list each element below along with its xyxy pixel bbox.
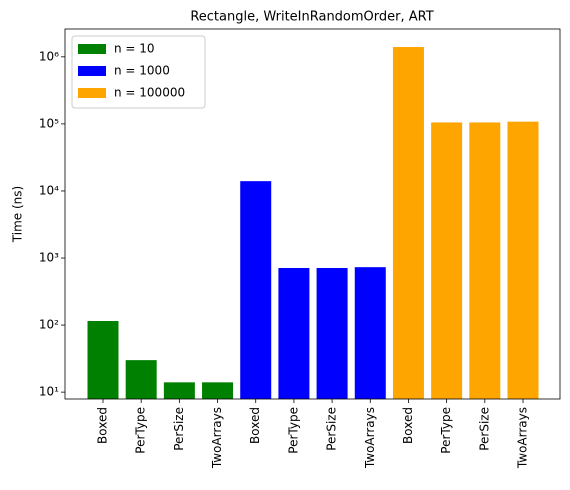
bar — [240, 181, 272, 399]
x-tick-label: TwoArrays — [363, 407, 377, 469]
y-tick-label: 10² — [39, 318, 59, 332]
bar — [125, 360, 157, 399]
bar — [392, 47, 424, 400]
x-tick-label: PerSize — [477, 407, 491, 451]
legend-swatch — [78, 88, 106, 98]
x-tick-label: PerType — [286, 407, 300, 454]
bar — [469, 122, 501, 399]
legend-swatch — [78, 44, 106, 54]
x-tick-label: PerType — [134, 407, 148, 454]
y-axis-label: Time (ns) — [11, 186, 25, 243]
legend-label: n = 1000 — [114, 64, 170, 78]
x-tick-label: TwoArrays — [516, 407, 530, 469]
y-tick-label: 10⁴ — [39, 183, 59, 197]
y-tick-label: 10⁵ — [39, 116, 59, 130]
x-tick-label: PerType — [439, 407, 453, 454]
bar — [202, 382, 234, 399]
plot-frame — [64, 28, 561, 400]
x-tick-label: PerSize — [172, 407, 186, 451]
legend-swatch — [78, 66, 106, 76]
bar — [163, 382, 195, 399]
y-tick-label: 10³ — [39, 251, 59, 265]
x-tick-label: PerSize — [325, 407, 339, 451]
bar — [431, 122, 463, 399]
x-tick-label: TwoArrays — [210, 407, 224, 469]
x-tick-label: Boxed — [248, 407, 262, 444]
x-tick-label: Boxed — [96, 407, 110, 444]
legend-label: n = 100000 — [114, 86, 185, 100]
bar — [354, 267, 386, 399]
chart-title: Rectangle, WriteInRandomOrder, ART — [190, 10, 433, 25]
y-tick-label: 10⁶ — [39, 49, 59, 63]
legend-label: n = 10 — [114, 42, 155, 56]
y-tick-label: 10¹ — [39, 385, 59, 399]
bar — [278, 267, 310, 399]
bar — [507, 121, 539, 399]
bar — [316, 267, 348, 399]
bar — [87, 321, 119, 399]
x-tick-label: Boxed — [401, 407, 415, 444]
